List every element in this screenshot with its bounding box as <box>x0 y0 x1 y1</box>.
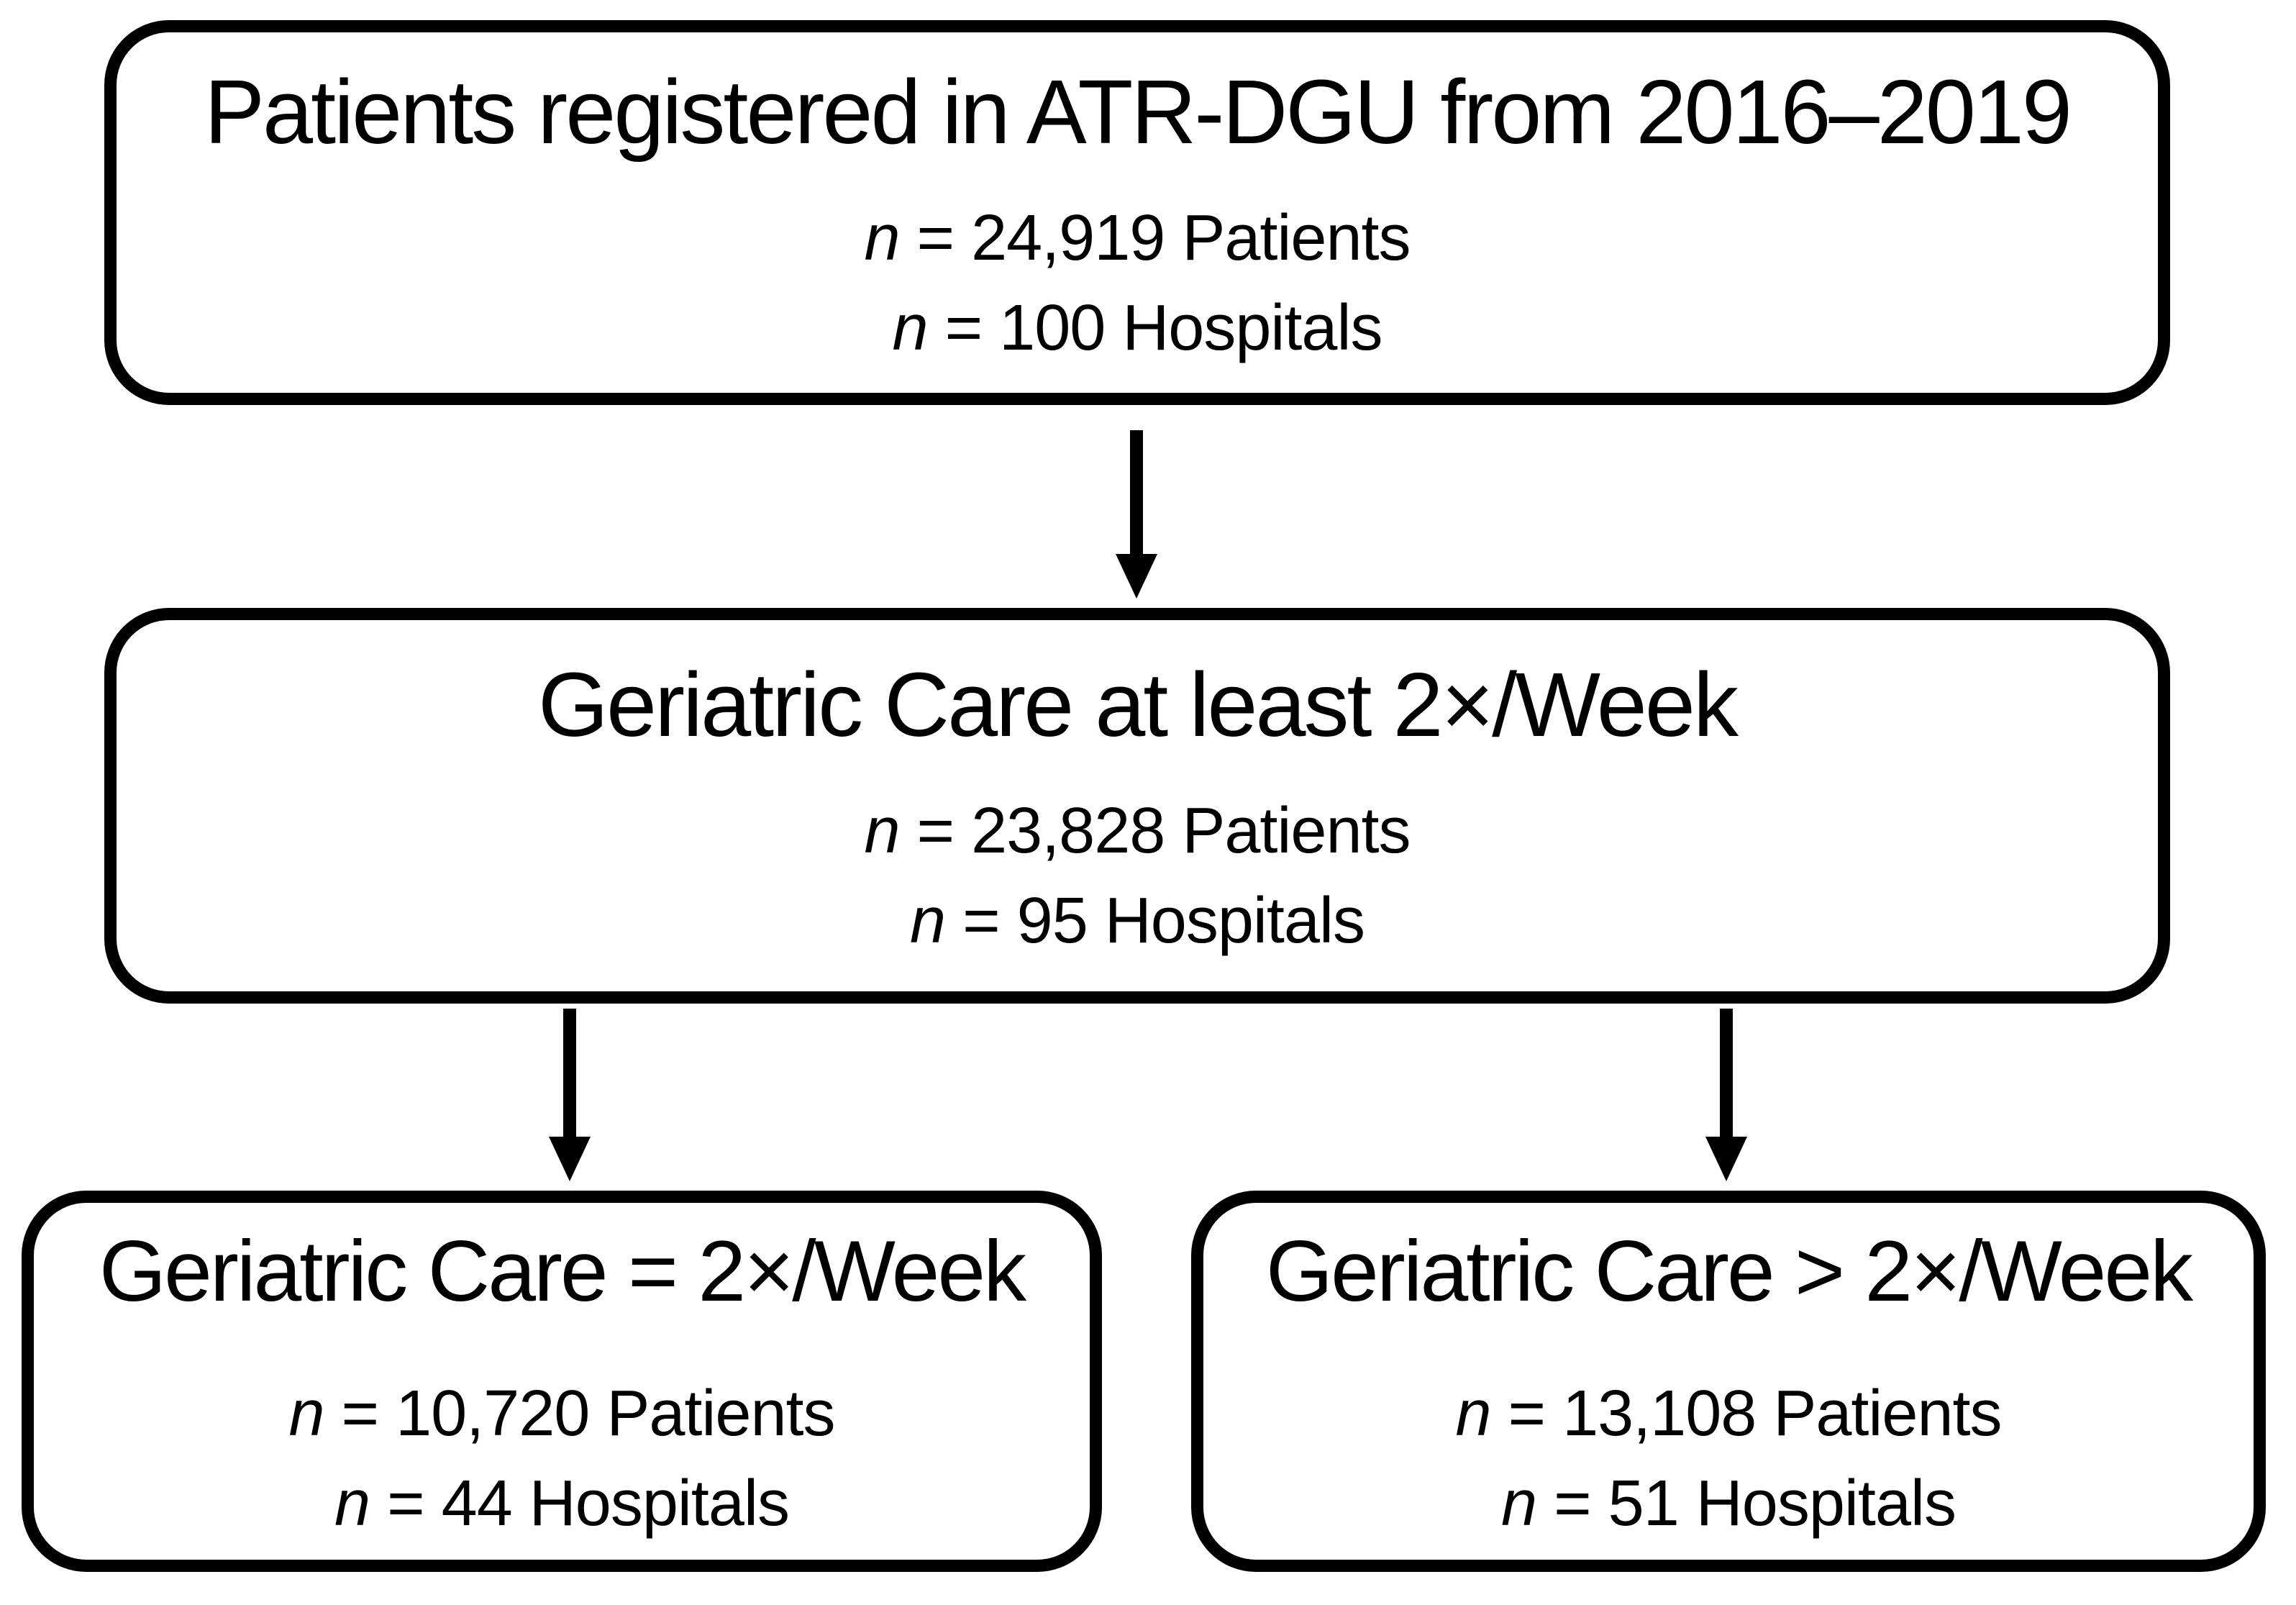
n-symbol: n <box>288 1378 324 1450</box>
box-patients-registered: Patients registered in ATR-DGU from 2016… <box>104 20 2170 405</box>
patients-count-line: n = 23,828 Patients <box>864 791 1411 870</box>
patients-count-line: n = 10,720 Patients <box>288 1374 836 1453</box>
box-geriatric-care-at-least-2x-week-title: Geriatric Care at least 2×/Week <box>538 654 1739 755</box>
hospitals-count: = 100 Hospitals <box>927 291 1383 364</box>
hospitals-count-line: n = 100 Hospitals <box>892 288 1383 368</box>
box-geriatric-care-more-than-2x-week-title: Geriatric Care > 2×/Week <box>1265 1223 2193 1319</box>
box-geriatric-care-more-than-2x-week: Geriatric Care > 2×/Week n = 13,108 Pati… <box>1191 1191 2266 1572</box>
patients-count: = 23,828 Patients <box>899 795 1411 867</box>
n-symbol: n <box>892 291 929 364</box>
box-geriatric-care-equals-2x-week: Geriatric Care = 2×/Week n = 10,720 Pati… <box>22 1191 1102 1572</box>
n-symbol: n <box>1455 1378 1491 1450</box>
hospitals-count: = 95 Hospitals <box>945 885 1365 957</box>
hospitals-count: = 51 Hospitals <box>1536 1468 1956 1540</box>
hospitals-count-line: n = 51 Hospitals <box>1501 1464 1956 1543</box>
patients-count-line: n = 13,108 Patients <box>1455 1374 2003 1453</box>
hospitals-count-line: n = 44 Hospitals <box>334 1464 790 1543</box>
down-arrow-icon <box>1705 1009 1747 1181</box>
down-arrow-icon <box>549 1009 591 1181</box>
n-symbol: n <box>910 885 946 957</box>
patients-count: = 24,919 Patients <box>899 201 1411 274</box>
patients-count: = 13,108 Patients <box>1490 1378 2003 1450</box>
hospitals-count-line: n = 95 Hospitals <box>910 881 1365 960</box>
n-symbol: n <box>1501 1468 1537 1540</box>
box-patients-registered-title: Patients registered in ATR-DGU from 2016… <box>204 60 2072 163</box>
box-geriatric-care-equals-2x-week-title: Geriatric Care = 2×/Week <box>99 1223 1026 1319</box>
box-geriatric-care-at-least-2x-week: Geriatric Care at least 2×/Week n = 23,8… <box>104 608 2170 1004</box>
patients-count: = 10,720 Patients <box>324 1378 836 1450</box>
n-symbol: n <box>864 795 900 867</box>
hospitals-count: = 44 Hospitals <box>370 1468 790 1540</box>
down-arrow-icon <box>1116 430 1157 599</box>
patients-count-line: n = 24,919 Patients <box>864 199 1411 278</box>
n-symbol: n <box>334 1468 370 1540</box>
n-symbol: n <box>864 201 900 274</box>
